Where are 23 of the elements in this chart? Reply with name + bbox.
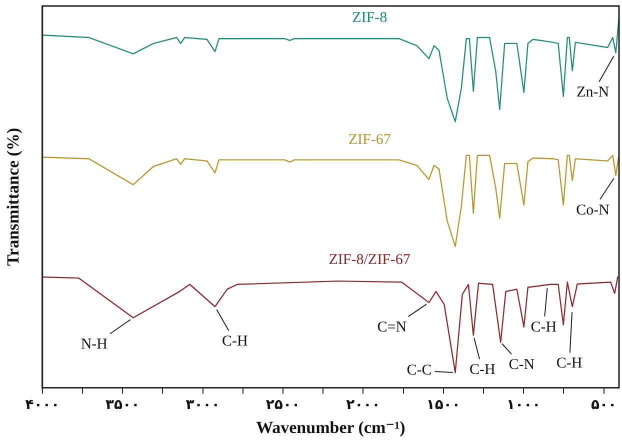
x-tick-label: ۳۰۰۰ [186,396,220,413]
annotation: C-H [556,356,582,372]
x-tick-label: ۳۵۰۰ [106,396,140,413]
annotation: N-H [80,336,108,353]
annotation: C-C [406,362,432,379]
annotation: C-H [222,334,248,350]
annotation: C-H [469,362,496,378]
x-axis-title: Wavenumber (cm⁻¹) [256,418,406,438]
annotation: C-N [508,357,535,374]
x-tick-label: ۴۰۰۰ [25,396,60,413]
series-label: ZIF-8 [352,10,388,26]
x-tick-label: ۲۵۰۰ [266,396,300,413]
x-tick-label: ۲۰۰۰ [346,396,380,413]
series-label: ZIF-67 [348,132,392,148]
x-tick-label: ۱۵۰۰ [426,396,460,413]
x-tick-label: ۱۰۰۰ [506,396,541,413]
annotation: Co-N [576,202,610,218]
y-axis-title: Transmittance (%) [4,128,23,266]
x-tick-label: ۵۰۰ [590,396,617,413]
annotation: Zn-N [576,84,610,101]
series-label: ZIF-8/ZIF-67 [328,252,411,268]
annotation: C-H [530,319,557,336]
annotation: C=N [377,319,407,336]
